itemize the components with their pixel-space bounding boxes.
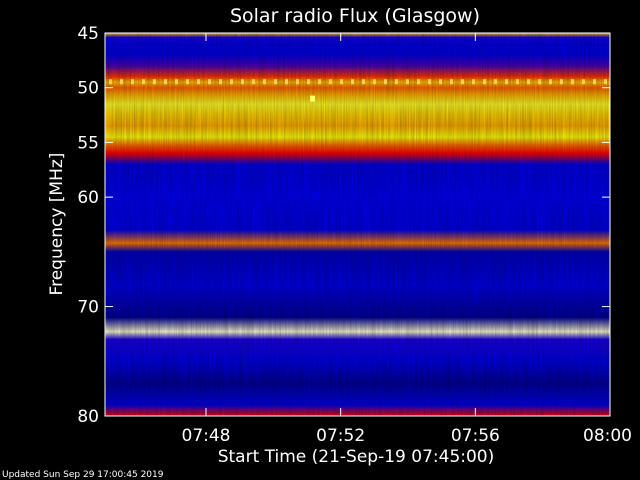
band-marker-5	[164, 79, 167, 85]
band-markers	[109, 79, 607, 102]
band-marker-22	[351, 79, 354, 85]
band-marker-43	[582, 79, 585, 85]
y-axis-label: Frequency [MHz]	[47, 153, 67, 296]
chart-title: Solar radio Flux (Glasgow)	[230, 5, 480, 27]
band-marker-21	[340, 79, 343, 85]
band-marker-0	[109, 79, 112, 85]
band-marker-27	[406, 79, 409, 85]
band-marker-6	[175, 79, 178, 85]
band-marker-10	[219, 79, 222, 85]
band-marker-9	[208, 79, 211, 85]
band-marker-37	[516, 79, 519, 85]
band-marker-8	[197, 79, 200, 85]
y-tick-label-2: 55	[77, 133, 99, 153]
band-marker-7	[186, 79, 189, 85]
band-marker-41	[560, 79, 563, 85]
band-marker-19	[318, 79, 321, 85]
y-tick-label-1: 50	[77, 79, 99, 99]
y-tick-label-4: 70	[77, 298, 99, 318]
y-tick-label-5: 80	[77, 407, 99, 427]
x-axis: 07:48 07:52 07:56 08:00	[182, 33, 632, 446]
band-marker-23	[362, 79, 365, 85]
x-tick-label-0: 07:48	[182, 426, 231, 446]
band-marker-16	[285, 79, 288, 85]
band-marker-20	[329, 79, 332, 85]
band-marker-12	[241, 79, 244, 85]
burst-spot	[310, 95, 315, 102]
band-marker-4	[153, 79, 156, 85]
band-marker-39	[538, 79, 541, 85]
band-marker-44	[593, 79, 596, 85]
band-marker-25	[384, 79, 387, 85]
band-marker-11	[230, 79, 233, 85]
heatmap-texture	[105, 33, 610, 416]
band-marker-24	[373, 79, 376, 85]
band-marker-28	[417, 79, 420, 85]
band-marker-36	[505, 79, 508, 85]
y-tick-label-3: 60	[77, 188, 99, 208]
x-tick-label-2: 07:56	[451, 426, 500, 446]
band-marker-42	[571, 79, 574, 85]
band-marker-15	[274, 79, 277, 85]
band-marker-30	[439, 79, 442, 85]
band-marker-1	[120, 79, 123, 85]
x-tick-label-1: 07:52	[316, 426, 365, 446]
band-marker-45	[604, 79, 607, 85]
band-marker-17	[296, 79, 299, 85]
band-marker-14	[263, 79, 266, 85]
y-tick-label-0: 45	[77, 24, 99, 44]
band-marker-26	[395, 79, 398, 85]
plot-frame	[104, 32, 611, 417]
x-axis-label: Start Time (21-Sep-19 07:45:00)	[218, 447, 495, 467]
band-marker-40	[549, 79, 552, 85]
band-marker-34	[483, 79, 486, 85]
band-marker-2	[131, 79, 134, 85]
band-marker-29	[428, 79, 431, 85]
band-marker-31	[450, 79, 453, 85]
x-tick-label-3: 08:00	[583, 426, 632, 446]
band-marker-18	[307, 79, 310, 85]
band-marker-3	[142, 79, 145, 85]
updated-timestamp: Updated Sun Sep 29 17:00:45 2019	[2, 470, 164, 480]
band-marker-33	[472, 79, 475, 85]
band-marker-35	[494, 79, 497, 85]
band-marker-38	[527, 79, 530, 85]
band-marker-13	[252, 79, 255, 85]
y-axis: 45 50 55 60 70 80	[77, 24, 610, 427]
band-marker-32	[461, 79, 464, 85]
